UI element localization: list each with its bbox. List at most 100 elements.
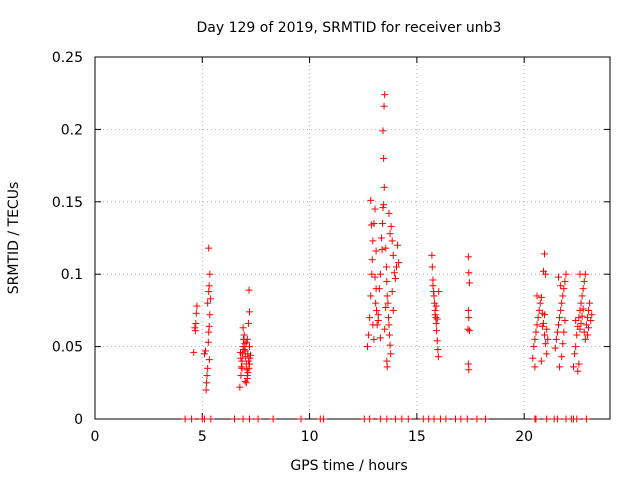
data-point — [204, 299, 212, 307]
data-point — [239, 324, 247, 332]
data-point — [378, 246, 386, 254]
data-point — [368, 256, 376, 264]
data-point — [559, 292, 567, 300]
data-point — [431, 311, 439, 319]
data-point — [377, 234, 385, 242]
y-tick-label: 0.1 — [61, 267, 83, 283]
data-point — [558, 299, 566, 307]
data-point — [243, 335, 251, 343]
data-point — [382, 244, 390, 252]
data-point — [384, 299, 392, 307]
data-point — [205, 322, 213, 330]
data-point — [553, 415, 561, 423]
data-point — [386, 341, 394, 349]
data-point — [429, 282, 437, 290]
data-point — [555, 321, 562, 329]
data-point — [205, 244, 213, 252]
data-point — [371, 273, 379, 281]
data-point — [579, 305, 587, 313]
data-point — [385, 314, 393, 322]
data-point — [398, 415, 406, 423]
data-point — [193, 302, 201, 310]
x-tick-label: 0 — [91, 429, 100, 445]
data-point — [382, 304, 390, 312]
data-point — [374, 317, 382, 325]
data-point — [320, 415, 328, 423]
data-point — [368, 270, 376, 278]
data-point — [391, 415, 399, 423]
data-point — [367, 196, 375, 204]
data-point — [385, 331, 393, 339]
data-point — [373, 306, 381, 314]
data-point — [572, 317, 580, 325]
data-point — [246, 360, 253, 368]
data-point — [366, 314, 374, 322]
data-point — [206, 270, 214, 278]
data-point — [192, 309, 200, 317]
data-point — [238, 364, 246, 372]
data-point — [576, 325, 584, 333]
data-point — [240, 331, 248, 339]
data-point — [434, 345, 442, 353]
data-point — [191, 327, 199, 335]
data-point — [561, 277, 569, 285]
data-point — [246, 343, 253, 351]
data-point — [386, 230, 394, 238]
data-point — [200, 350, 208, 358]
data-point — [464, 253, 472, 261]
data-point — [381, 325, 389, 333]
data-point — [392, 263, 400, 271]
data-point — [433, 337, 441, 345]
x-tick-label: 15 — [408, 429, 426, 445]
data-point — [430, 292, 438, 300]
data-point — [464, 325, 472, 333]
x-tick-label: 5 — [198, 429, 207, 445]
data-point — [394, 241, 402, 249]
data-point — [556, 363, 564, 371]
data-point — [242, 338, 250, 346]
data-point — [576, 306, 584, 314]
data-point — [552, 335, 560, 343]
data-point — [531, 335, 539, 343]
data-point — [380, 183, 388, 191]
data-point — [390, 269, 398, 277]
data-point — [192, 319, 200, 327]
data-point — [573, 415, 581, 423]
data-point — [434, 353, 442, 361]
data-point — [465, 269, 473, 277]
data-point — [432, 302, 440, 310]
data-point — [190, 348, 198, 356]
data-point — [531, 363, 539, 371]
data-point — [247, 351, 255, 359]
data-point — [582, 415, 590, 423]
data-points — [181, 91, 596, 423]
data-point — [583, 331, 591, 339]
data-point — [205, 356, 213, 364]
data-point — [555, 273, 562, 281]
data-point — [383, 292, 391, 300]
data-point — [543, 415, 551, 423]
y-tick-label: 0.25 — [52, 50, 83, 66]
data-point — [372, 247, 380, 255]
data-point — [581, 335, 589, 343]
data-point — [389, 251, 397, 259]
data-point — [364, 343, 372, 351]
data-point — [237, 363, 245, 371]
data-point — [369, 237, 377, 245]
data-point — [389, 306, 397, 314]
data-point — [379, 127, 387, 135]
data-point — [373, 321, 381, 329]
data-point — [181, 415, 189, 423]
axis-ticks: 0 5 10 15 20 0 0.05 0.1 0.15 0.2 0.25 — [52, 50, 610, 445]
data-point — [297, 415, 305, 423]
data-point — [379, 204, 387, 212]
data-point — [578, 312, 586, 320]
data-point — [465, 366, 473, 374]
data-point — [230, 415, 238, 423]
data-point — [572, 343, 580, 351]
data-point — [432, 319, 440, 327]
data-point — [204, 338, 212, 346]
data-point — [380, 154, 388, 162]
data-point — [586, 299, 594, 307]
